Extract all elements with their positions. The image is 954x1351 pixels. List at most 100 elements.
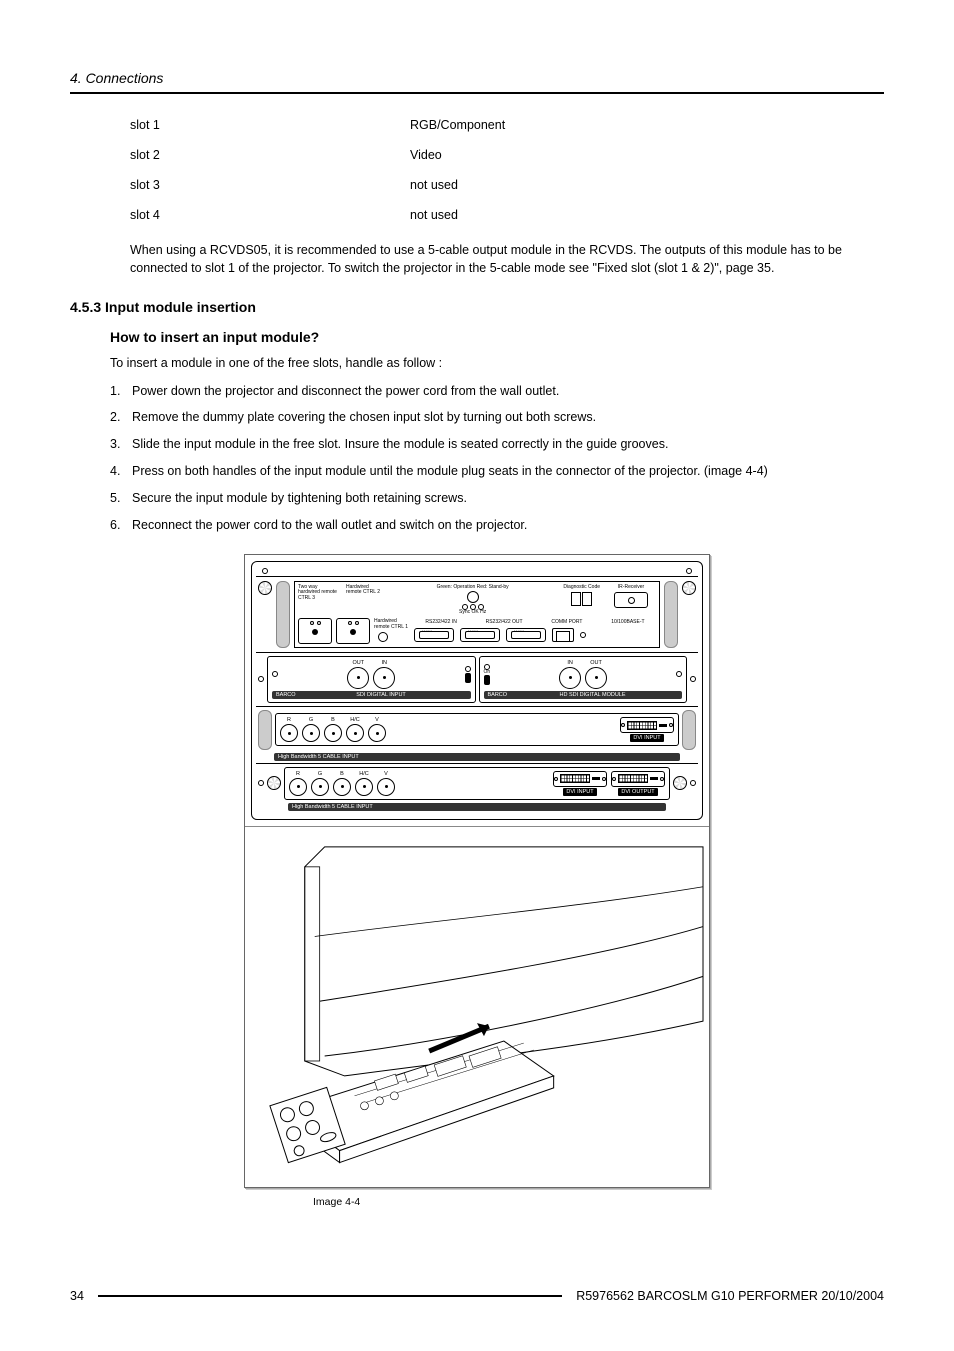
b-label: B: [340, 771, 344, 777]
status-led-label: Green: Operation Red: Stand-by: [388, 585, 557, 591]
five-cable-module-a: R G B H/C V DVI INPUT: [275, 713, 679, 746]
diag-code-label: Diagnostic Code: [563, 585, 600, 591]
v-label: V: [375, 717, 379, 723]
table-row: slot 4 not used: [130, 208, 884, 222]
bnc-connector-icon: [333, 778, 351, 796]
document-id: R5976562 BARCOSLM G10 PERFORMER 20/10/20…: [576, 1289, 884, 1303]
g-label: G: [318, 771, 322, 777]
slot-assignment-table: slot 1 RGB/Component slot 2 Video slot 3…: [130, 118, 884, 222]
handle-icon: [664, 581, 678, 648]
hole-icon: [262, 568, 268, 574]
r-label: R: [287, 717, 291, 723]
insertion-drawing-icon: [245, 827, 709, 1185]
section-header: 4. Connections: [70, 70, 884, 94]
bnc-connector-icon: [347, 667, 369, 689]
table-row: slot 1 RGB/Component: [130, 118, 884, 132]
slot-row-5cable-b: R G B H/C V DVI INPUT: [256, 763, 698, 803]
slot-row-sdi: OUT IN BARCO SDI DIGITAL INPUT: [256, 652, 698, 706]
remote-ctrl2-label: Hardwired remote CTRL 2: [346, 585, 382, 596]
handle-icon: [682, 710, 696, 750]
sdi-module: OUT IN BARCO SDI DIGITAL INPUT: [267, 656, 476, 703]
ethernet-label: 10/100BASE-T: [611, 620, 644, 626]
figure-caption: Image 4-4: [313, 1196, 884, 1208]
intro-line: To insert a module in one of the free sl…: [110, 355, 884, 373]
slot-label: slot 4: [130, 208, 410, 222]
bnc-connector-icon: [324, 724, 342, 742]
hole-icon: [465, 666, 471, 672]
handle-icon: [276, 581, 290, 648]
instruction-list: 1.Power down the projector and disconnec…: [110, 383, 884, 534]
seven-seg-icon: [582, 592, 592, 606]
dvi-connector-icon: [620, 717, 674, 733]
g-label: G: [309, 717, 313, 723]
ctrl2-jack-icon: [336, 618, 370, 644]
bnc-connector-icon: [373, 667, 395, 689]
control-ports-box: Two way hardwired remote CTRL 3 Hardwire…: [294, 581, 660, 648]
out-label: OUT: [590, 660, 602, 666]
screw-icon: [267, 776, 281, 790]
table-row: slot 3 not used: [130, 178, 884, 192]
rs232-out-label: RS232/422 OUT: [486, 620, 523, 626]
table-row: slot 2 Video: [130, 148, 884, 162]
list-item: 1.Power down the projector and disconnec…: [110, 383, 884, 400]
comm-port-label: COMM PORT: [551, 620, 582, 626]
switch-icon: [484, 675, 490, 685]
hdsdi-module: On IN OUT BARCO: [479, 656, 688, 703]
bnc-connector-icon: [585, 667, 607, 689]
arrow-icon: [429, 1023, 489, 1051]
slot-value: not used: [410, 208, 884, 222]
slot-value: Video: [410, 148, 884, 162]
hc-label: H/C: [359, 771, 368, 777]
hole-icon: [258, 780, 264, 786]
list-item: 3.Slide the input module in the free slo…: [110, 436, 884, 453]
bnc-connector-icon: [377, 778, 395, 796]
rj45-connector-icon: [552, 628, 574, 642]
brand-label: BARCO: [276, 692, 296, 698]
figure-4-4: Two way hardwired remote CTRL 3 Hardwire…: [244, 554, 710, 1188]
bnc-connector-icon: [289, 778, 307, 796]
out-label: OUT: [352, 660, 364, 666]
bnc-connector-icon: [355, 778, 373, 796]
sync-label: Sync OK Hz: [388, 610, 557, 616]
ir-window-icon: [614, 592, 648, 608]
module-name-label: HD SDI DIGITAL MODULE: [560, 692, 626, 698]
module-name-label: High Bandwidth 5 CABLE INPUT: [278, 754, 359, 760]
hole-icon: [690, 676, 696, 682]
projector-rear-panel-illustration: Two way hardwired remote CTRL 3 Hardwire…: [245, 555, 709, 827]
bnc-connector-icon: [280, 724, 298, 742]
screw-icon: [682, 581, 696, 595]
module-name-label: SDI DIGITAL INPUT: [356, 692, 406, 698]
dvi-input-label: DVI INPUT: [563, 788, 596, 796]
hole-icon: [272, 671, 278, 677]
list-item: 5.Secure the input module by tightening …: [110, 490, 884, 507]
dvi-input-label: DVI INPUT: [630, 734, 663, 742]
brand-label: BARCO: [488, 692, 508, 698]
hole-icon: [258, 676, 264, 682]
in-label: IN: [567, 660, 573, 666]
page-footer: 34 R5976562 BARCOSLM G10 PERFORMER 20/10…: [70, 1289, 884, 1303]
screw-icon: [258, 581, 272, 595]
db9-connector-icon: [506, 628, 546, 642]
ctrl3-jack-icon: [298, 618, 332, 644]
slot-label: slot 2: [130, 148, 410, 162]
bnc-connector-icon: [368, 724, 386, 742]
status-led-icon: [467, 591, 479, 603]
dvi-connector-icon: [611, 771, 665, 787]
bnc-connector-icon: [311, 778, 329, 796]
v-label: V: [384, 771, 388, 777]
five-cable-module-b: R G B H/C V DVI INPUT: [284, 767, 670, 800]
hc-label: H/C: [350, 717, 359, 723]
hole-icon: [686, 568, 692, 574]
page-number: 34: [70, 1289, 84, 1303]
dvi-connector-icon: [553, 771, 607, 787]
b-label: B: [331, 717, 335, 723]
list-item: 4.Press on both handles of the input mod…: [110, 463, 884, 480]
r-label: R: [296, 771, 300, 777]
bnc-connector-icon: [302, 724, 320, 742]
dvi-output-label: DVI OUTPUT: [618, 788, 657, 796]
slot-label: slot 3: [130, 178, 410, 192]
rs232-in-label: RS232/422 IN: [425, 620, 456, 626]
list-item: 6.Reconnect the power cord to the wall o…: [110, 517, 884, 534]
remote-ctrl3-label: Two way hardwired remote CTRL 3: [298, 585, 340, 602]
footer-rule: [98, 1295, 562, 1297]
